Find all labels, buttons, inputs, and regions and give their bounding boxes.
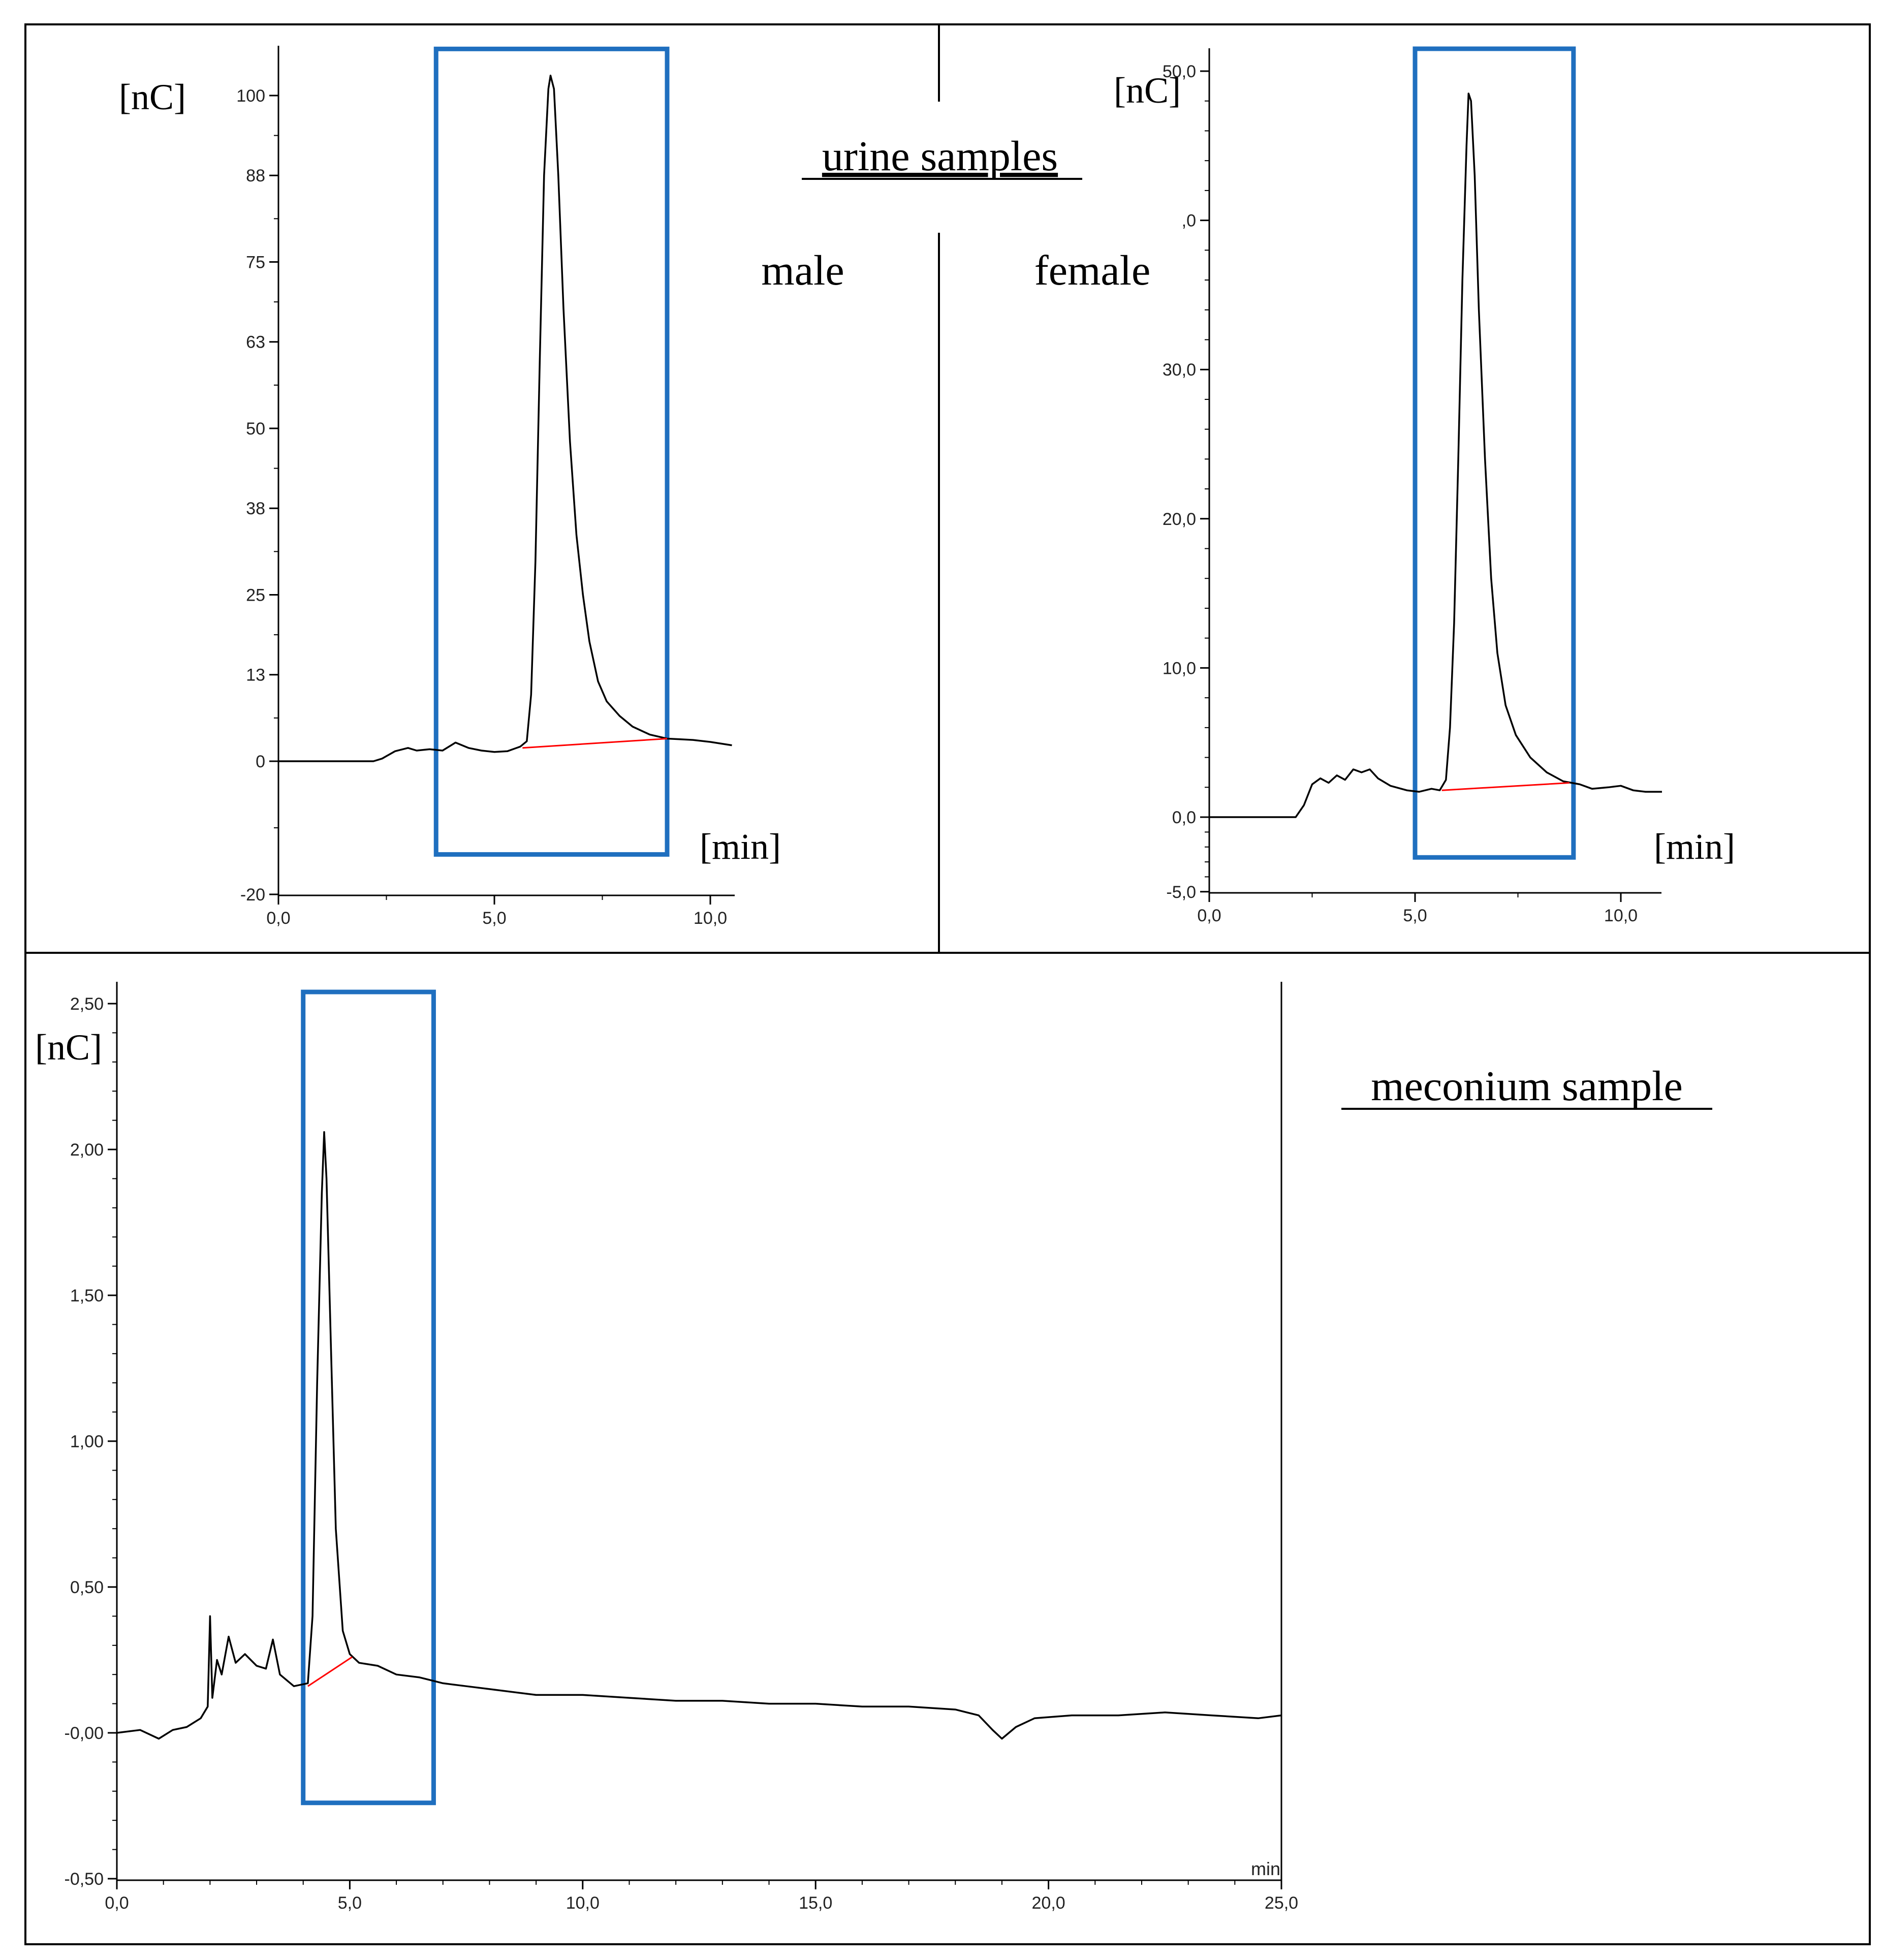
meconium-x-tick-label: 15,0 bbox=[799, 1893, 832, 1913]
meconium-x-tick-label: 20,0 bbox=[1032, 1893, 1065, 1913]
figure-frame bbox=[24, 23, 1871, 1945]
male-series-signal bbox=[278, 74, 732, 762]
male-x-tick-label: 5,0 bbox=[482, 909, 506, 928]
meconium-y-tick-label: 1,50 bbox=[70, 1286, 104, 1305]
female-y-tick-label: 20,0 bbox=[1163, 510, 1196, 529]
meconium-y-tick-label: -0,50 bbox=[65, 1870, 104, 1889]
female-series-baseline bbox=[1441, 782, 1570, 791]
male-y-tick-label: -20 bbox=[240, 885, 265, 905]
meconium-x-tick-label: 25,0 bbox=[1265, 1893, 1298, 1913]
female-y-tick-label: 10,0 bbox=[1163, 659, 1196, 678]
male-y-tick-label: 38 bbox=[246, 499, 265, 518]
male-y-tick-label: 100 bbox=[236, 86, 265, 106]
meconium-title: meconium sample bbox=[1371, 1063, 1683, 1110]
female-sample-label: female bbox=[1034, 247, 1151, 294]
female-series-signal bbox=[1209, 92, 1662, 818]
meconium-x-tick-label: 0,0 bbox=[105, 1893, 129, 1913]
female-xlabel: [min] bbox=[1654, 826, 1735, 867]
male-sample-label: male bbox=[761, 247, 844, 294]
female-x-tick-label: 5,0 bbox=[1403, 906, 1427, 925]
male-y-tick-label: 88 bbox=[246, 166, 265, 185]
female-y-tick-label: 0,0 bbox=[1172, 808, 1196, 827]
female-x-tick-label: 0,0 bbox=[1197, 906, 1221, 925]
male-ylabel: [nC] bbox=[119, 77, 186, 117]
female-highlight-box bbox=[1413, 46, 1576, 860]
male-y-tick-label: 75 bbox=[246, 253, 265, 272]
meconium-x-tick-label: 5,0 bbox=[338, 1893, 362, 1913]
male-x-tick-label: 0,0 bbox=[266, 909, 290, 928]
male-highlight-box bbox=[433, 46, 670, 857]
female-ylabel: [nC] bbox=[1114, 70, 1181, 111]
female-y-tick-label: ,0 bbox=[1182, 211, 1196, 231]
female-y-tick-label: 50,0 bbox=[1163, 62, 1196, 81]
male-chart: -20 0 13 25 38 50 63 75 88 100 0,0 5,0 10,0 [nC] [min]… bbox=[119, 46, 844, 928]
meconium-highlight-box bbox=[301, 989, 436, 1806]
male-y-tick-label: 0 bbox=[256, 752, 265, 771]
meconium-chart: -0,50 -0,00 0,50 1,00 1,50 2,00 2,50 0,0 5,0 10,0… bbox=[35, 982, 1298, 1913]
meconium-series-signal bbox=[116, 1131, 1282, 1740]
female-x-tick-label: 10,0 bbox=[1604, 906, 1638, 925]
male-y-tick-label: 13 bbox=[246, 666, 265, 685]
meconium-x-tick-label: 10,0 bbox=[566, 1893, 600, 1913]
meconium-xlabel: min bbox=[1251, 1858, 1280, 1879]
female-chart: -5,00,010,020,030,0,050,00,0 5,0 10,0[nC][… bbox=[1034, 46, 1735, 925]
male-y-tick-label: 63 bbox=[246, 333, 265, 352]
meconium-y-tick-label: 2,50 bbox=[70, 994, 104, 1014]
male-xlabel: [min] bbox=[700, 826, 781, 867]
meconium-y-tick-label: 1,00 bbox=[70, 1432, 104, 1451]
female-y-tick-label: 30,0 bbox=[1163, 360, 1196, 380]
male-x-tick-label: 10,0 bbox=[694, 909, 727, 928]
male-y-tick-label: 25 bbox=[246, 586, 265, 605]
male-series-baseline bbox=[522, 738, 668, 749]
urine-title: urine samples bbox=[822, 133, 1058, 180]
female-y-tick-label: -5,0 bbox=[1166, 883, 1196, 902]
male-y-tick-label: 50 bbox=[246, 419, 265, 439]
meconium-series-baseline bbox=[307, 1656, 353, 1687]
meconium-y-tick-label: 0,50 bbox=[70, 1578, 104, 1597]
meconium-y-tick-label: -0,00 bbox=[65, 1724, 104, 1743]
meconium-ylabel: [nC] bbox=[35, 1027, 102, 1068]
meconium-y-tick-label: 2,00 bbox=[70, 1140, 104, 1160]
